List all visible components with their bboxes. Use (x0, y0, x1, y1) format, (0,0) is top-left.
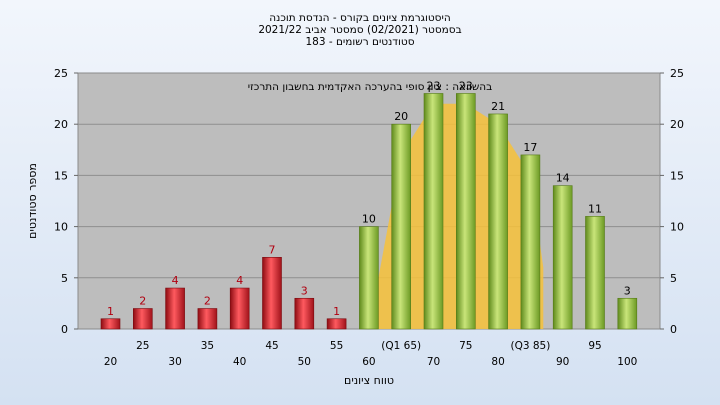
y-tick-label-left: 15 (54, 169, 68, 182)
chart-title-line-3: סטודנטים רשומים - 183 (305, 36, 415, 48)
bar (100, 318, 121, 330)
chart-annotation: בהשוואה : ציון סופי בהערכה האקדמית בחשבו… (248, 81, 492, 93)
bar (359, 226, 379, 330)
y-axis-title: מספר סטודנטים (26, 163, 39, 239)
chart-title-line-2: בסמסטר (02/2021) סמסטר אביב 2021/22 (258, 24, 462, 36)
data-label: 3 (301, 284, 308, 297)
data-label: 1 (107, 305, 114, 318)
y-tick-label-left: 25 (54, 67, 68, 80)
data-label: 14 (556, 172, 570, 185)
bar (197, 308, 218, 330)
bar (585, 216, 605, 330)
bar (488, 113, 508, 330)
y-tick-label-left: 20 (54, 118, 68, 131)
data-label: 21 (491, 100, 505, 113)
data-label: 4 (172, 274, 179, 287)
bar (455, 93, 476, 330)
y-tick-label-right: 10 (670, 221, 684, 234)
bar (133, 308, 153, 330)
x-tick-label: 20 (104, 356, 117, 368)
x-tick-label: 30 (168, 356, 181, 368)
x-tick-label: 75 (459, 340, 472, 352)
y-tick-label-left: 5 (61, 272, 68, 285)
x-tick-label: 90 (556, 356, 569, 368)
y-tick-label-left: 10 (54, 221, 68, 234)
bar (520, 154, 541, 330)
y-tick-label-right: 15 (670, 169, 684, 182)
data-label: 2 (139, 295, 146, 308)
data-label: 4 (236, 274, 243, 287)
bar (391, 123, 412, 330)
x-tick-label: 35 (201, 340, 214, 352)
x-tick-label: 60 (362, 356, 375, 368)
bar (326, 318, 347, 330)
bar (229, 287, 250, 330)
x-tick-label: 70 (427, 356, 440, 368)
x-axis-title: טווח ציונים (344, 374, 394, 387)
data-label: 10 (362, 213, 376, 226)
y-tick-label-right: 20 (670, 118, 684, 131)
data-label: 7 (269, 243, 276, 256)
bar (423, 93, 444, 330)
data-label: 23 (459, 79, 473, 92)
x-tick-label: (Q1 65) (381, 340, 421, 352)
y-tick-label-right: 5 (670, 272, 677, 285)
y-tick-label-right: 25 (670, 67, 684, 80)
y-tick-label-left: 0 (61, 323, 68, 336)
data-label: 11 (588, 202, 602, 215)
x-tick-label: 100 (617, 356, 637, 368)
data-label: 2 (204, 295, 211, 308)
x-tick-label: 25 (136, 340, 149, 352)
data-label: 1 (333, 305, 340, 318)
data-label: 3 (624, 284, 631, 297)
data-label: 20 (394, 110, 408, 123)
x-tick-label: (Q3 85) (510, 340, 550, 352)
x-tick-label: 50 (298, 356, 311, 368)
x-tick-label: 80 (491, 356, 504, 368)
chart-title-line-1: היסטוגרמת ציונים בקורס - הנדסת תוכנה (269, 12, 451, 24)
x-tick-label: 95 (588, 340, 601, 352)
data-label: 17 (523, 141, 537, 154)
bar (165, 287, 185, 330)
x-tick-label: 45 (265, 340, 278, 352)
x-tick-label: 40 (233, 356, 246, 368)
x-tick-label: 55 (330, 340, 343, 352)
data-label: 23 (427, 79, 441, 92)
y-tick-label-right: 0 (670, 323, 677, 336)
bar (262, 257, 282, 330)
bar (294, 297, 315, 330)
bar (552, 185, 573, 330)
bar (617, 297, 638, 330)
